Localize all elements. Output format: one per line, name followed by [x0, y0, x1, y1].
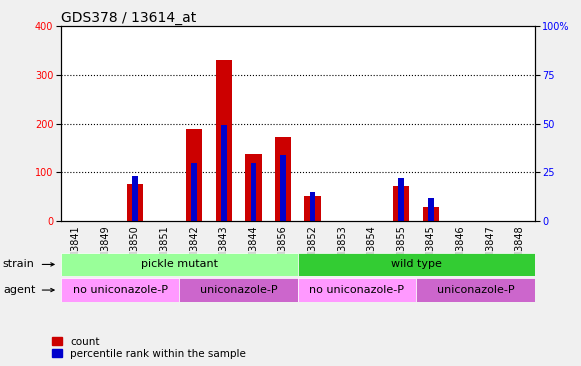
- Text: GSM3856: GSM3856: [278, 225, 288, 272]
- Text: GSM3846: GSM3846: [456, 225, 465, 272]
- Bar: [423, 207, 439, 221]
- Text: no uniconazole-P: no uniconazole-P: [73, 285, 168, 295]
- Bar: [393, 186, 410, 221]
- Bar: [221, 126, 227, 221]
- Text: GSM3847: GSM3847: [485, 225, 495, 272]
- Bar: [180, 278, 297, 302]
- Text: pickle mutant: pickle mutant: [141, 259, 218, 269]
- Bar: [297, 278, 416, 302]
- Bar: [275, 137, 291, 221]
- Text: GSM3844: GSM3844: [248, 225, 259, 272]
- Text: agent: agent: [3, 285, 35, 295]
- Text: GSM3855: GSM3855: [396, 225, 406, 272]
- Text: GSM3850: GSM3850: [130, 225, 140, 272]
- Text: GSM3852: GSM3852: [307, 225, 318, 272]
- Bar: [399, 178, 404, 221]
- Legend: count, percentile rank within the sample: count, percentile rank within the sample: [52, 337, 246, 359]
- Text: uniconazole-P: uniconazole-P: [436, 285, 514, 295]
- Bar: [127, 184, 143, 221]
- Bar: [216, 60, 232, 221]
- Bar: [250, 163, 256, 221]
- Bar: [186, 130, 202, 221]
- Bar: [132, 176, 138, 221]
- Bar: [61, 278, 180, 302]
- Text: GSM3854: GSM3854: [367, 225, 376, 272]
- Text: GSM3843: GSM3843: [219, 225, 229, 272]
- Text: GSM3853: GSM3853: [337, 225, 347, 272]
- Text: GSM3841: GSM3841: [71, 225, 81, 272]
- Bar: [304, 196, 321, 221]
- Text: GSM3842: GSM3842: [189, 225, 199, 272]
- Bar: [416, 278, 535, 302]
- Text: strain: strain: [3, 259, 35, 269]
- Bar: [191, 163, 197, 221]
- Bar: [297, 253, 535, 276]
- Bar: [245, 154, 261, 221]
- Text: uniconazole-P: uniconazole-P: [200, 285, 277, 295]
- Bar: [61, 253, 297, 276]
- Text: GSM3851: GSM3851: [160, 225, 170, 272]
- Text: GSM3848: GSM3848: [515, 225, 525, 272]
- Text: GSM3849: GSM3849: [101, 225, 110, 272]
- Bar: [310, 192, 315, 221]
- Bar: [428, 198, 434, 221]
- Text: GDS378 / 13614_at: GDS378 / 13614_at: [61, 11, 196, 25]
- Text: GSM3845: GSM3845: [426, 225, 436, 272]
- Text: wild type: wild type: [390, 259, 442, 269]
- Text: no uniconazole-P: no uniconazole-P: [310, 285, 404, 295]
- Bar: [280, 155, 286, 221]
